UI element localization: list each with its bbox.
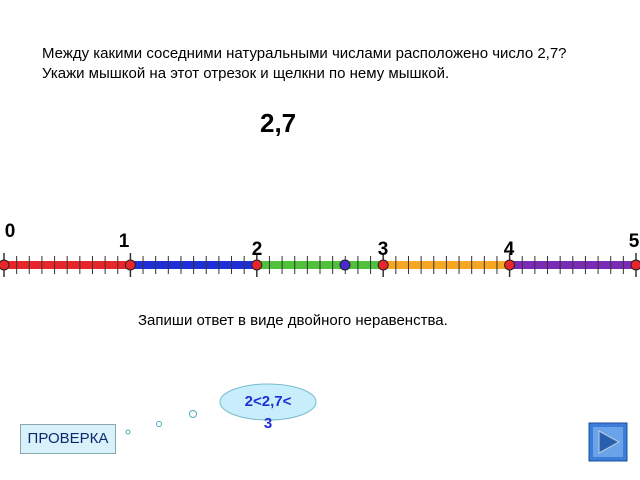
integer-point (377, 259, 389, 271)
integer-point (124, 259, 136, 271)
number-label: 1 (119, 231, 130, 252)
nav-button-arrow[interactable] (598, 430, 621, 454)
integer-point (504, 259, 516, 271)
cloud-bubble (189, 410, 197, 418)
nav-button[interactable] (588, 422, 628, 462)
number-label: 5 (629, 231, 640, 252)
number-label: 3 (378, 239, 389, 260)
number-label: 4 (504, 239, 515, 260)
target-point (339, 259, 351, 271)
cloud-bubble (156, 421, 162, 427)
check-button[interactable]: ПРОВЕРКА (20, 424, 116, 454)
answer-line: 3 (264, 415, 272, 432)
question-line: Между какими соседними натуральными числ… (42, 45, 567, 62)
number-label: 0 (5, 221, 16, 242)
answer-line: 2<2,7< (245, 393, 292, 410)
integer-point (251, 259, 263, 271)
integer-point (630, 259, 640, 271)
cloud (219, 383, 317, 421)
question: Между какими соседними натуральными числ… (42, 44, 567, 84)
integer-point (0, 259, 10, 271)
target-number: 2,7 (260, 108, 297, 138)
instruction: Запиши ответ в виде двойного неравенства… (138, 312, 448, 329)
question-line: Укажи мышкой на этот отрезок и щелкни по… (42, 65, 450, 82)
number-label: 2 (252, 239, 263, 260)
answer-cloud (125, 383, 317, 435)
cloud-bubble (125, 429, 131, 435)
